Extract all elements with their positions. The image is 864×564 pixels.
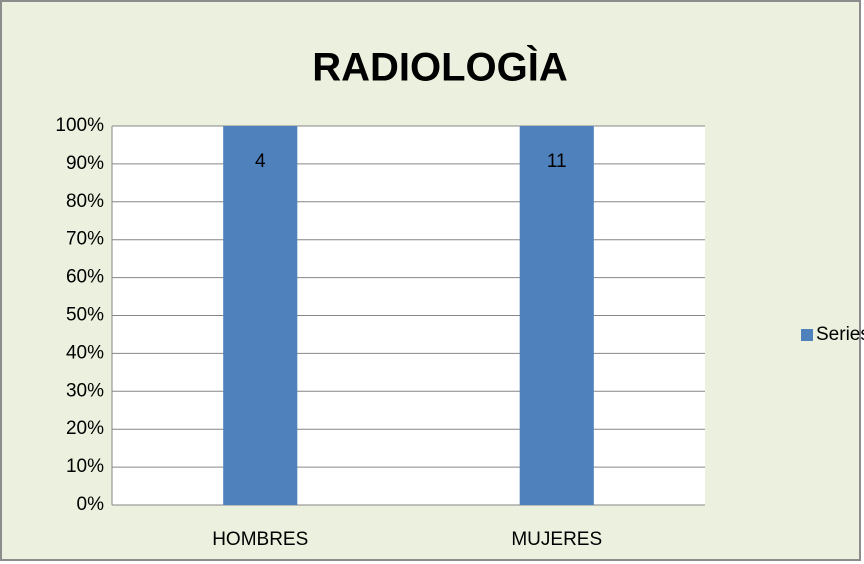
chart-title: RADIOLOGÌA (312, 45, 568, 90)
legend-swatch (801, 329, 813, 341)
y-tick-label: 0% (77, 494, 105, 515)
y-tick-label: 90% (66, 153, 104, 174)
y-tick-label: 70% (66, 229, 104, 250)
x-tick-label: MUJERES (511, 529, 602, 550)
y-tick-label: 100% (55, 115, 104, 136)
y-tick-label: 80% (66, 191, 104, 212)
bar (223, 126, 298, 505)
bar (519, 126, 594, 505)
data-label: 4 (255, 151, 266, 172)
y-tick-label: 60% (66, 267, 104, 288)
y-tick-label: 50% (66, 305, 104, 326)
y-tick-label: 20% (66, 418, 104, 439)
data-label: 11 (547, 151, 567, 172)
x-tick-label: HOMBRES (212, 529, 308, 550)
y-tick-label: 10% (66, 456, 104, 477)
y-tick-label: 40% (66, 342, 104, 363)
y-tick-label: 30% (66, 380, 104, 401)
legend-label: Series1 (816, 324, 864, 345)
